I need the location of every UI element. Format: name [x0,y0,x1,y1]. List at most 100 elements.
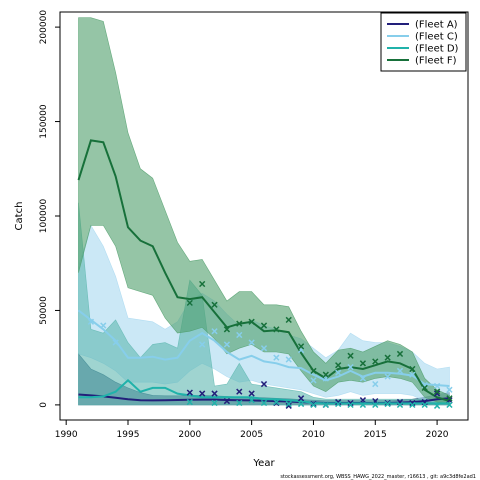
obs-point-3-16 [384,354,391,361]
obs-point-1-1 [100,322,107,329]
x-axis: 1990 1995 2000 2005 2010 2015 2020 [55,420,449,440]
obs-point-3-15 [372,358,379,365]
obs-point-1-13 [310,377,317,384]
legend-label-0: (Fleet A) [415,20,458,31]
fit-line-1 [77,309,450,387]
y-tick-label-0: 0 [39,402,49,408]
x-tick-label-2: 2000 [178,430,201,440]
legend-box [380,12,467,72]
obs-point-2-15 [396,401,404,409]
obs-point-3-6 [260,322,268,329]
obs-point-3-5 [248,318,255,325]
obs-point-3-9 [297,343,305,350]
y-axis-label: Catch [14,202,25,231]
obs-point-1-10 [273,354,280,361]
obs-point-3-10 [310,367,317,375]
obs-point-1-2 [112,339,119,346]
legend-label-1: (Fleet C) [415,32,458,43]
obs-point-3-11 [322,371,329,378]
obs-point-0-18 [409,399,416,407]
obs-point-0-0 [186,389,193,396]
obs-point-1-21 [409,371,416,378]
obs-point-3-7 [273,326,280,333]
obs-point-3-20 [433,388,441,395]
confidence-bands [78,17,450,406]
obs-point-1-6 [223,341,231,348]
obs-point-0-21 [446,397,453,404]
obs-point-0-1 [199,390,206,397]
obs-point-3-12 [335,362,342,369]
obs-point-1-7 [236,331,243,339]
y-tick-label-1: 50000 [39,296,49,325]
x-tick-label-3: 2005 [240,430,263,440]
obs-point-3-3 [223,326,231,333]
obs-point-2-12 [359,401,367,409]
obs-point-3-19 [421,384,428,392]
obs-point-2-7 [297,400,305,408]
obs-point-2-4 [260,399,268,407]
x-tick-label-6: 2020 [426,430,449,440]
x-axis-label: Year [252,458,275,469]
obs-point-1-23 [433,382,441,390]
obs-point-1-11 [285,356,292,363]
obs-point-2-19 [446,401,453,409]
obs-point-1-5 [211,328,218,335]
obs-point-1-19 [384,373,391,380]
obs-point-3-17 [396,350,404,358]
obs-point-0-9 [297,395,305,402]
obs-point-3-13 [347,352,354,359]
y-tick-label-2: 100000 [39,199,49,234]
obs-point-1-4 [199,341,206,348]
obs-point-1-17 [359,375,367,382]
obs-point-3-18 [409,365,416,373]
obs-point-2-8 [310,401,317,409]
x-tick-label-5: 2015 [364,430,387,440]
obs-point-2-0 [186,398,193,406]
obs-point-2-2 [236,399,243,407]
obs-point-1-8 [248,339,255,346]
obs-point-1-24 [446,386,453,393]
obs-point-3-14 [359,360,367,367]
obs-point-1-0 [87,318,95,325]
obs-point-1-18 [372,380,379,388]
obs-point-2-13 [372,401,379,409]
obs-point-2-16 [409,401,416,409]
obs-point-2-9 [322,401,329,409]
x-tick-label-0: 1990 [55,430,78,440]
obs-point-0-2 [211,390,218,397]
obs-point-2-6 [285,400,292,408]
obs-point-2-3 [248,397,255,404]
footnote: stockassessment.org, WBSS_HAWG_2022_mast… [280,474,476,480]
obs-point-2-5 [273,398,280,406]
obs-point-0-5 [248,390,255,397]
x-tick-label-1: 1995 [117,430,140,440]
obs-point-3-1 [199,280,206,288]
x-tick-label-4: 2010 [302,430,325,440]
obs-point-2-18 [433,402,441,409]
legend: (Fleet A)(Fleet C)(Fleet D)(Fleet F) [380,12,467,72]
obs-point-3-4 [236,320,243,327]
legend-label-3: (Fleet F) [415,56,457,67]
obs-point-3-21 [446,395,453,402]
observation-points [87,280,453,409]
obs-point-0-8 [285,402,292,409]
obs-point-0-20 [433,390,441,397]
obs-point-3-0 [186,299,193,307]
obs-point-2-11 [347,401,354,409]
obs-point-2-10 [335,400,342,408]
obs-point-1-16 [347,363,354,371]
fit-line-3 [77,139,450,403]
obs-point-2-14 [384,400,391,408]
obs-point-0-14 [359,397,367,404]
obs-point-0-4 [236,388,243,395]
y-tick-label-4: 200000 [39,10,49,45]
obs-point-3-8 [285,316,292,324]
obs-point-0-13 [347,399,354,407]
obs-point-0-3 [223,397,231,405]
legend-label-2: (Fleet D) [415,44,459,55]
obs-point-1-20 [396,367,404,375]
y-tick-label-3: 150000 [39,104,49,139]
obs-point-2-1 [211,399,218,407]
obs-point-3-2 [211,301,218,308]
